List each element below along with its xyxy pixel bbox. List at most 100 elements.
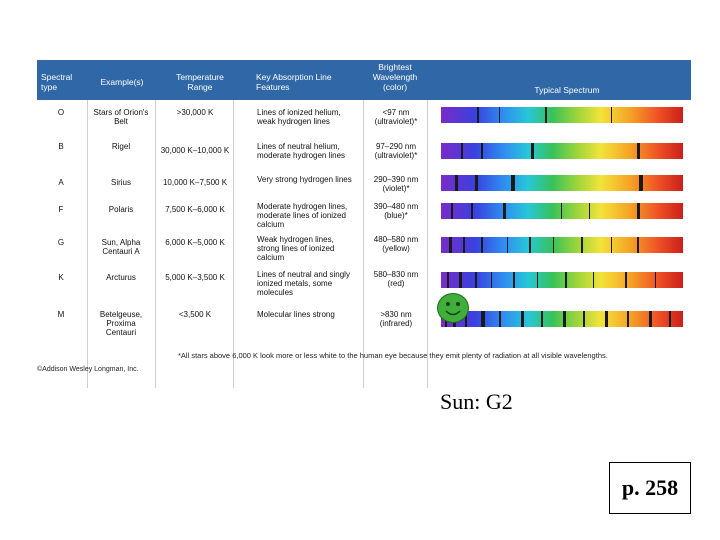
absorption-line (481, 237, 483, 253)
spectrum-b (441, 143, 683, 159)
header-spectrum: Typical Spectrum (534, 85, 600, 95)
spectral-type: M (57, 310, 65, 319)
temperature-range: 6,000 K–5,000 K (165, 238, 225, 247)
brightest-wavelength: 290–390 nm (violet)* (373, 175, 419, 193)
table-row: B Rigel 30,000 K–10,000 K Lines of neutr… (37, 140, 691, 173)
absorption-line (499, 107, 500, 123)
sun-label: Sun: G2 (440, 389, 513, 414)
absorption-line (481, 311, 485, 327)
header-absorption: Key Absorption Line Features (256, 72, 332, 92)
table-row: K Arcturus 5,000 K–3,500 K Lines of neut… (37, 270, 691, 303)
brightest-wavelength: 580–830 nm (red) (373, 270, 419, 288)
absorption-line (553, 237, 554, 253)
absorption-features: Very strong hydrogen lines (257, 175, 352, 184)
header-temperature: Temperature Range (176, 72, 224, 92)
absorption-features: Lines of neutral helium, moderate hydrog… (257, 142, 346, 160)
absorption-features: Lines of neutral and singly ionized meta… (257, 270, 350, 297)
example: Arcturus (106, 273, 136, 282)
copyright: ©Addison Wesley Longman, Inc. (37, 366, 139, 373)
absorption-line (589, 203, 590, 219)
absorption-line (447, 272, 449, 288)
spectrum-g (441, 237, 683, 253)
absorption-line (461, 143, 463, 159)
column-divider (87, 100, 88, 388)
header-wavelength: Brightest Wavelength (color) (372, 62, 418, 92)
spectrum-k (441, 272, 683, 288)
absorption-line (637, 143, 640, 159)
spectrum-m (441, 311, 683, 327)
column-divider (363, 100, 364, 388)
temperature-range: 7,500 K–6,000 K (165, 205, 225, 214)
absorption-line (511, 175, 515, 191)
spectrum-o (441, 107, 683, 123)
absorption-line (637, 203, 640, 219)
table-header: Spectral type Example(s) Temperature Ran… (37, 60, 691, 100)
absorption-line (463, 237, 465, 253)
page-reference-text: p. 258 (621, 475, 679, 500)
spectral-type: G (57, 238, 65, 247)
column-divider (427, 100, 428, 388)
header-spectral-type: Spectral type (41, 72, 73, 92)
table-row: F Polaris 7,500 K–6,000 K Moderate hydro… (37, 202, 691, 235)
absorption-line (491, 272, 492, 288)
temperature-range: 30,000 K–10,000 K (160, 146, 230, 155)
absorption-line (611, 107, 612, 123)
brightest-wavelength: 390–480 nm (blue)* (373, 202, 419, 220)
absorption-line (541, 311, 543, 327)
spectrum-f (441, 203, 683, 219)
absorption-line (563, 311, 566, 327)
absorption-line (565, 272, 567, 288)
absorption-line (499, 311, 501, 327)
example: Rigel (111, 142, 131, 151)
absorption-line (477, 107, 479, 123)
table-row: M Betelgeuse, Proxima Centauri <3,500 K … (37, 308, 691, 341)
absorption-line (449, 237, 452, 253)
absorption-line (649, 311, 652, 327)
brightest-wavelength: 480–580 nm (yellow) (373, 235, 419, 253)
spectral-type: O (57, 108, 65, 117)
absorption-line (593, 272, 594, 288)
absorption-line (521, 311, 524, 327)
spectral-type: F (58, 205, 64, 214)
absorption-line (481, 143, 483, 159)
example: Sun, Alpha Centauri A (101, 238, 141, 256)
spectral-type: K (58, 273, 64, 282)
spectral-type: B (58, 142, 64, 151)
absorption-line (507, 237, 508, 253)
absorption-line (459, 272, 462, 288)
absorption-line (451, 203, 453, 219)
example: Stars of Orion's Belt (93, 108, 149, 126)
absorption-line (561, 203, 562, 219)
spectrum-a (441, 175, 683, 191)
temperature-range: 5,000 K–3,500 K (165, 273, 225, 282)
absorption-line (455, 175, 458, 191)
table-row: A Sirius 10,000 K–7,500 K Very strong hy… (37, 175, 691, 208)
absorption-features: Moderate hydrogen lines, moderate lines … (257, 202, 348, 229)
absorption-line (583, 311, 585, 327)
temperature-range: 10,000 K–7,500 K (162, 178, 228, 187)
spectral-type: A (58, 178, 64, 187)
absorption-line (639, 175, 643, 191)
absorption-line (513, 272, 515, 288)
absorption-line (545, 107, 547, 123)
absorption-line (531, 143, 534, 159)
example: Polaris (108, 205, 134, 214)
smiley-icon (437, 293, 469, 323)
example: Sirius (110, 178, 131, 187)
absorption-line (625, 272, 627, 288)
page-reference: p. 258 (609, 462, 691, 514)
absorption-features: Lines of ionized helium, weak hydrogen l… (257, 108, 341, 126)
table-row: G Sun, Alpha Centauri A 6,000 K–5,000 K … (37, 235, 691, 268)
temperature-range: <3,500 K (178, 310, 212, 319)
absorption-line (669, 311, 671, 327)
absorption-line (605, 311, 608, 327)
table-row: O Stars of Orion's Belt >30,000 K Lines … (37, 106, 691, 139)
header-examples: Example(s) (100, 77, 144, 87)
absorption-line (637, 237, 639, 253)
absorption-line (581, 237, 583, 253)
absorption-line (537, 272, 538, 288)
absorption-features: Weak hydrogen lines, strong lines of ion… (257, 235, 335, 262)
absorption-line (503, 203, 506, 219)
column-divider (233, 100, 234, 388)
temperature-range: >30,000 K (176, 108, 214, 117)
